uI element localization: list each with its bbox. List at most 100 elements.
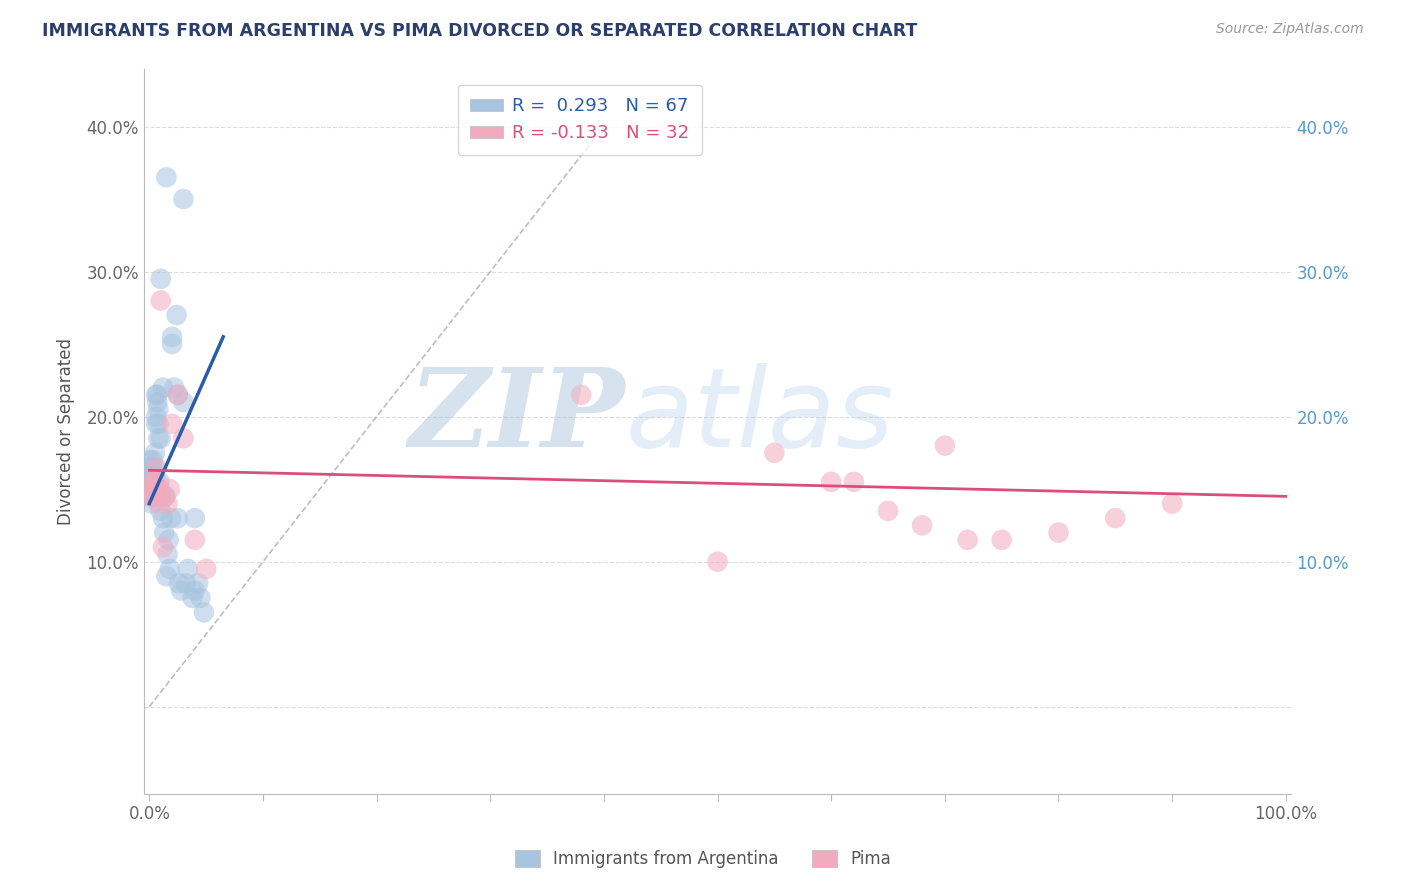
Point [160,417,183,431]
Point [1104,511,1126,525]
Point [141,497,163,511]
Text: Source: ZipAtlas.com: Source: ZipAtlas.com [1216,22,1364,37]
Text: atlas: atlas [626,363,894,470]
Point [148,431,170,445]
Point [146,395,169,409]
Point [170,583,193,598]
Point [142,489,165,503]
Point [160,337,183,351]
Point [1161,497,1184,511]
Point [143,489,166,503]
Point [148,402,170,417]
Point [148,475,170,489]
Point [990,533,1012,547]
Point [181,591,204,605]
Point [166,308,188,322]
Point [139,475,162,489]
Point [184,533,207,547]
Point [172,192,194,206]
Point [142,460,165,475]
Point [167,576,190,591]
Point [141,475,163,489]
Point [956,533,979,547]
Legend: R =  0.293   N = 67, R = -0.133   N = 32: R = 0.293 N = 67, R = -0.133 N = 32 [458,85,702,155]
Point [141,460,163,475]
Point [141,482,163,496]
Point [149,431,172,445]
Point [195,562,218,576]
Point [156,497,179,511]
Point [146,388,169,402]
Point [142,467,165,482]
Point [155,489,177,503]
Point [842,475,865,489]
Point [143,446,166,460]
Point [145,460,167,475]
Point [155,489,177,503]
Point [145,417,167,431]
Point [148,497,170,511]
Point [141,489,163,503]
Point [143,475,166,489]
Y-axis label: Divorced or Separated: Divorced or Separated [58,337,75,524]
Point [1047,525,1070,540]
Point [148,482,170,496]
Point [142,489,165,503]
Point [911,518,934,533]
Point [166,388,188,402]
Legend: Immigrants from Argentina, Pima: Immigrants from Argentina, Pima [508,843,898,875]
Point [187,576,209,591]
Point [139,489,162,503]
Point [145,388,167,402]
Point [177,562,200,576]
Point [184,583,207,598]
Point [159,482,181,496]
Point [142,475,165,489]
Point [155,569,177,583]
Point [156,547,179,561]
Point [763,446,786,460]
Point [184,511,207,525]
Point [149,293,172,308]
Point [152,381,174,395]
Point [166,511,188,525]
Point [146,475,169,489]
Point [142,475,165,489]
Point [142,467,165,482]
Text: ZIP: ZIP [409,363,626,470]
Point [149,504,172,518]
Point [142,482,165,496]
Point [152,540,174,554]
Point [145,409,167,424]
Point [163,381,186,395]
Point [160,330,183,344]
Point [139,467,162,482]
Point [148,417,170,431]
Point [150,489,173,503]
Point [193,606,215,620]
Point [149,272,172,286]
Point [152,511,174,525]
Point [141,475,163,489]
Point [166,388,188,402]
Point [155,170,177,185]
Text: IMMIGRANTS FROM ARGENTINA VS PIMA DIVORCED OR SEPARATED CORRELATION CHART: IMMIGRANTS FROM ARGENTINA VS PIMA DIVORC… [42,22,918,40]
Point [153,525,176,540]
Point [174,576,197,591]
Point [706,555,728,569]
Point [142,482,165,496]
Point [877,504,900,518]
Point [172,431,194,445]
Point [172,395,194,409]
Point [569,388,592,402]
Point [143,467,166,482]
Point [139,453,162,467]
Point [820,475,842,489]
Point [139,460,162,475]
Point [190,591,212,605]
Point [143,482,166,496]
Point [139,489,162,503]
Point [157,533,180,547]
Point [142,453,165,467]
Point [159,562,181,576]
